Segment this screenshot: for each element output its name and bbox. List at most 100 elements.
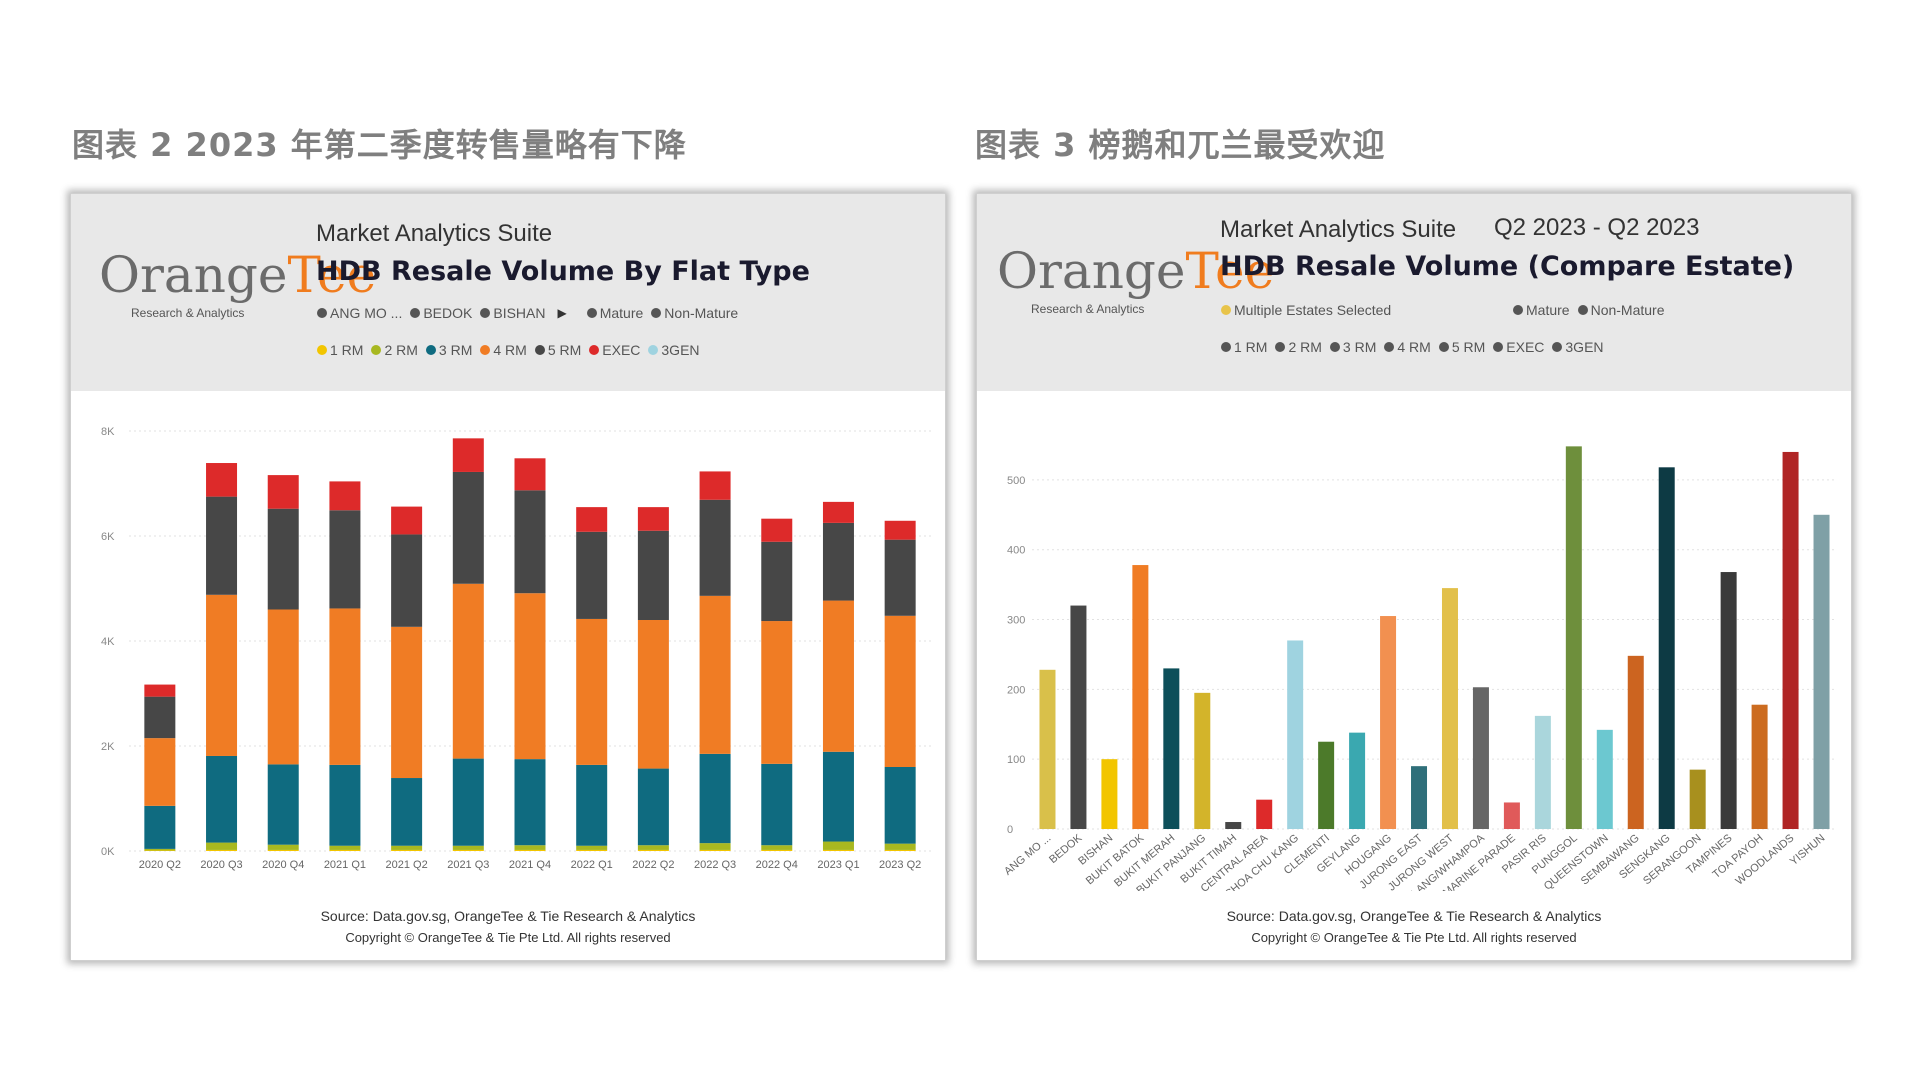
bar-segment [391, 778, 423, 846]
bar-segment [514, 759, 546, 846]
chevron-right-icon[interactable]: ▶ [557, 306, 567, 320]
legend-dot-icon [1493, 342, 1504, 352]
bar [1380, 616, 1397, 829]
bar-segment [637, 530, 669, 620]
x-tick-label: YISHUN [1788, 832, 1828, 868]
bar-segment [884, 539, 916, 616]
y-tick-label: 200 [1007, 684, 1025, 696]
left-type-legend-item[interactable]: 1 RM [317, 342, 363, 358]
right-filter-legend[interactable]: Multiple Estates Selected [1221, 302, 1399, 318]
left-chart-title: HDB Resale Volume By Flat Type [316, 256, 810, 287]
bar-segment [206, 755, 238, 843]
bar-segment [452, 583, 484, 759]
bar-segment [576, 849, 608, 851]
left-maturity-legend-item[interactable]: Non-Mature [651, 305, 738, 321]
legend-dot-icon [480, 308, 491, 318]
bar-segment [637, 849, 669, 851]
right-type-legend-item[interactable]: 3GEN [1552, 339, 1604, 355]
left-type-legend-item[interactable]: 4 RM [480, 342, 527, 358]
right-maturity-legend-item[interactable]: Non-Mature [1577, 302, 1665, 318]
bar [1318, 741, 1335, 829]
right-type-legend-item[interactable]: 5 RM [1438, 339, 1485, 355]
legend-dot-icon [480, 345, 491, 355]
legend-label: 4 RM [1397, 339, 1431, 355]
right-copyright-text: Copyright © OrangeTee & Tie Pte Ltd. All… [1251, 930, 1577, 945]
left-type-legend-item[interactable]: 3 RM [425, 342, 473, 358]
left-filter-legend-item[interactable]: BEDOK [410, 305, 472, 321]
y-tick-label: 2K [101, 741, 115, 753]
right-type-legend-item[interactable]: 1 RM [1221, 339, 1267, 355]
bar-segment [391, 506, 423, 535]
legend-label: 2 RM [1288, 339, 1322, 355]
bar [1565, 446, 1582, 829]
y-tick-label: 4K [101, 636, 115, 648]
y-tick-label: 0K [101, 846, 115, 858]
bar-segment [391, 849, 423, 851]
left-filter-legend-item[interactable]: ANG MO ... [317, 305, 402, 321]
bar [1782, 451, 1799, 829]
bar-segment [267, 475, 299, 509]
left-suite-label: Market Analytics Suite [316, 220, 553, 247]
bar [1287, 640, 1304, 829]
legend-dot-icon [317, 308, 327, 318]
legend-label: 3 RM [438, 342, 473, 358]
x-tick-label: 2022 Q4 [756, 859, 798, 871]
bar-segment [391, 626, 423, 779]
left-figure-caption: 图表 2 2023 年第二季度转售量略有下降 [72, 126, 687, 164]
right-filter-legend-item[interactable]: Multiple Estates Selected [1221, 302, 1391, 318]
bar-segment [699, 849, 731, 851]
left-type-legend-item[interactable]: EXEC [589, 342, 640, 358]
bar-segment [761, 849, 793, 851]
legend-label: EXEC [602, 342, 641, 358]
left-panel-header: OrangeTee Research & Analytics Market An… [71, 194, 945, 391]
x-tick-label: 2020 Q3 [200, 859, 242, 871]
left-filter-legend[interactable]: ANG MO ... BEDOK BISHAN ▶ Mature Non-Mature [317, 305, 746, 321]
bar-segment [576, 618, 608, 765]
right-figure-caption: 图表 3 榜鹅和兀兰最受欢迎 [975, 126, 1386, 164]
right-type-legend-item[interactable]: EXEC [1493, 339, 1544, 355]
left-maturity-legend-item[interactable]: Mature [586, 305, 643, 321]
right-type-legend-item[interactable]: 3 RM [1329, 339, 1376, 355]
right-type-legend-item[interactable]: 2 RM [1275, 339, 1322, 355]
y-tick-label: 300 [1007, 615, 1025, 627]
left-logo-main: Orange [99, 246, 288, 304]
legend-label: 3GEN [661, 342, 700, 358]
bar-segment [267, 844, 299, 850]
left-type-legend-item[interactable]: 3GEN [648, 342, 700, 358]
legend-label: 1 RM [1234, 339, 1268, 355]
right-logo: OrangeTee [997, 242, 1274, 300]
bar-segment [761, 845, 793, 850]
left-filter-legend-item[interactable]: BISHAN [480, 305, 545, 321]
bar-segment [206, 496, 238, 595]
bar-segment [884, 520, 916, 540]
bar-segment [329, 764, 361, 846]
bar [1813, 514, 1830, 829]
y-tick-label: 400 [1007, 545, 1025, 557]
legend-dot-icon [1329, 342, 1340, 352]
x-tick-label: 2022 Q1 [571, 859, 613, 871]
right-type-legend-item[interactable]: 4 RM [1384, 339, 1431, 355]
bar [1658, 467, 1675, 829]
left-logo-subtitle: Research & Analytics [131, 306, 245, 320]
right-panel-header: OrangeTee Research & Analytics Market An… [977, 194, 1851, 391]
left-type-legend-item[interactable]: 2 RM [371, 342, 418, 358]
bar-segment [514, 458, 546, 491]
bar-segment [391, 534, 423, 627]
bar-segment [822, 600, 854, 752]
y-tick-label: 6K [101, 531, 115, 543]
bar [1720, 572, 1737, 829]
bar [1411, 766, 1428, 829]
bar [1751, 704, 1768, 829]
bar-segment [699, 499, 731, 596]
right-maturity-legend-item[interactable]: Mature [1513, 302, 1570, 318]
bar-segment [576, 845, 608, 850]
x-tick-label: 2020 Q4 [262, 859, 304, 871]
x-tick-label: 2021 Q3 [447, 859, 489, 871]
left-logo-accent: Tee [287, 246, 377, 304]
legend-label: 3GEN [1565, 339, 1604, 355]
legend-dot-icon [1221, 342, 1231, 352]
bar-segment [761, 518, 793, 542]
legend-label: BISHAN [493, 305, 546, 321]
left-type-legend-item[interactable]: 5 RM [534, 342, 581, 358]
right-chart-panel: OrangeTee Research & Analytics Market An… [976, 193, 1852, 961]
